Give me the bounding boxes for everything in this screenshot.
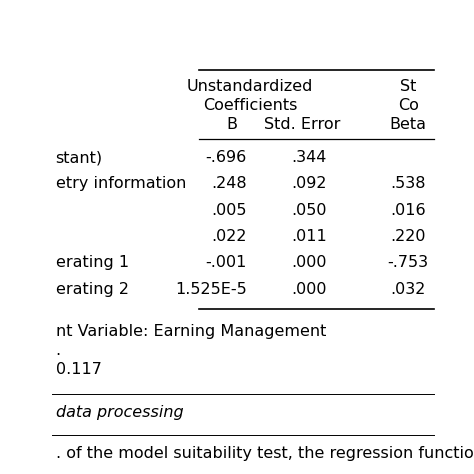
Text: Beta: Beta — [390, 118, 427, 132]
Text: -.696: -.696 — [205, 150, 246, 165]
Text: B: B — [227, 118, 237, 132]
Text: data processing: data processing — [55, 405, 183, 420]
Text: .092: .092 — [292, 176, 327, 191]
Text: erating 2: erating 2 — [55, 282, 128, 297]
Text: .: . — [55, 343, 61, 357]
Text: 1.525E-5: 1.525E-5 — [175, 282, 246, 297]
Text: .016: .016 — [391, 203, 426, 218]
Text: erating 1: erating 1 — [55, 255, 129, 270]
Text: .538: .538 — [391, 176, 426, 191]
Text: .220: .220 — [391, 229, 426, 244]
Text: St: St — [400, 79, 417, 94]
Text: -.001: -.001 — [205, 255, 246, 270]
Text: nt Variable: Earning Management: nt Variable: Earning Management — [55, 324, 326, 338]
Text: Co: Co — [398, 98, 419, 113]
Text: etry information: etry information — [55, 176, 186, 191]
Text: .000: .000 — [292, 282, 327, 297]
Text: .011: .011 — [291, 229, 327, 244]
Text: .344: .344 — [292, 150, 327, 165]
Text: .050: .050 — [292, 203, 327, 218]
Text: .032: .032 — [391, 282, 426, 297]
Text: .005: .005 — [211, 203, 246, 218]
Text: . of the model suitability test, the regression function ca: . of the model suitability test, the reg… — [55, 447, 474, 462]
Text: Std. Error: Std. Error — [264, 118, 340, 132]
Text: Coefficients: Coefficients — [203, 98, 298, 113]
Text: .248: .248 — [211, 176, 246, 191]
Text: .000: .000 — [292, 255, 327, 270]
Text: Unstandardized: Unstandardized — [187, 79, 313, 94]
Text: -.753: -.753 — [388, 255, 429, 270]
Text: 0.117: 0.117 — [55, 362, 101, 377]
Text: .022: .022 — [211, 229, 246, 244]
Text: stant): stant) — [55, 150, 103, 165]
